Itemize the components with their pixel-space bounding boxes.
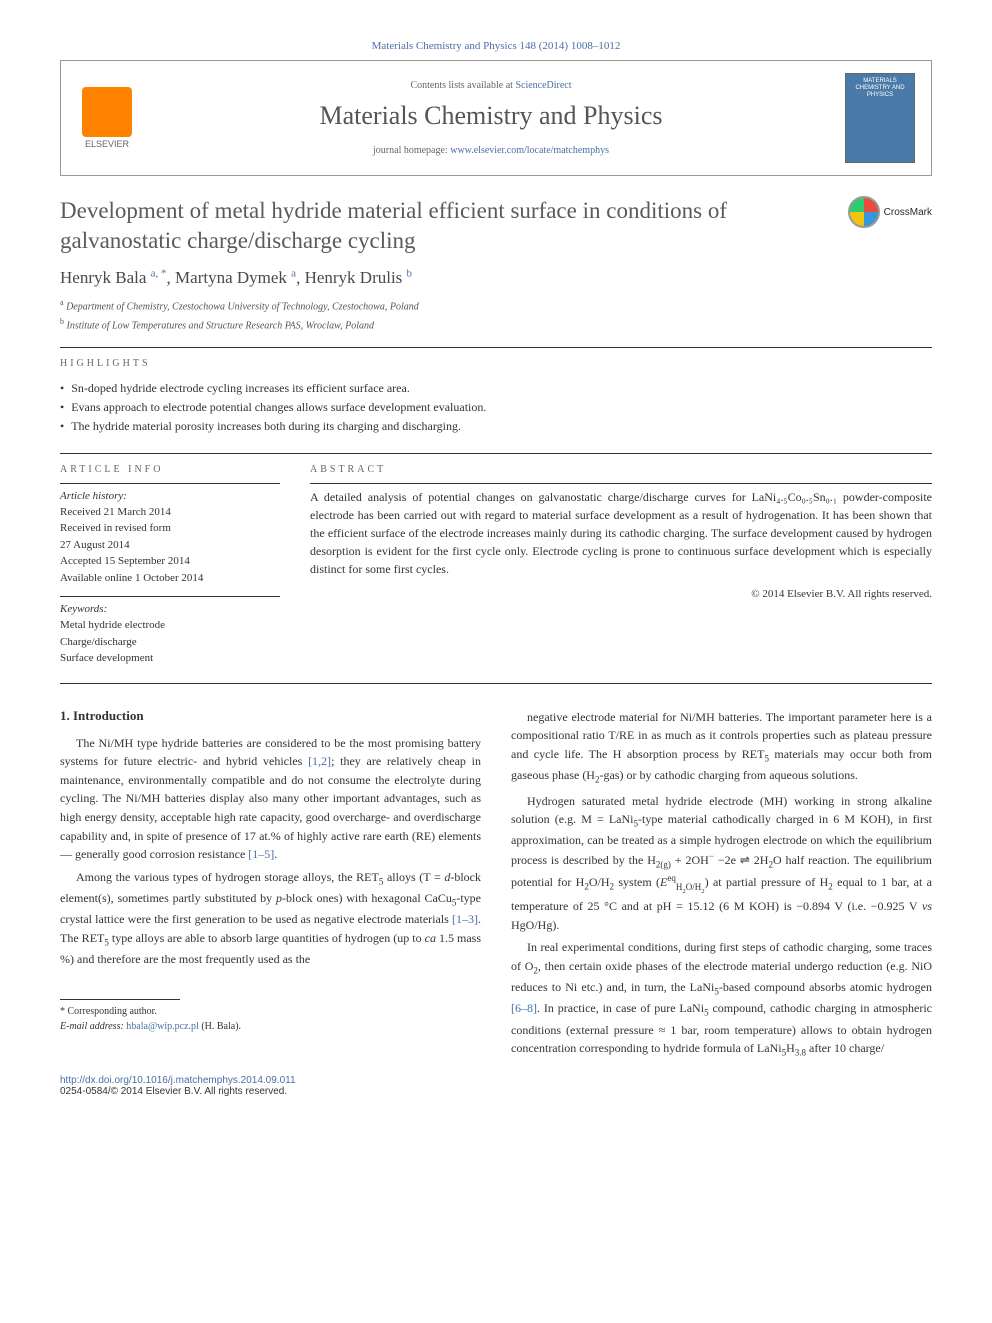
elsevier-logo: ELSEVIER [77, 83, 137, 153]
contents-line: Contents lists available at ScienceDirec… [153, 80, 829, 91]
citation-line: Materials Chemistry and Physics 148 (201… [60, 40, 932, 52]
contents-prefix: Contents lists available at [410, 80, 515, 91]
author-1: Henryk Bala a, * [60, 268, 167, 287]
ref-link[interactable]: [1–3] [452, 912, 478, 926]
author-2: Martyna Dymek a [175, 268, 296, 287]
article-info-label: ARTICLE INFO [60, 464, 280, 475]
affiliation-b: b Institute of Low Temperatures and Stru… [60, 317, 932, 331]
body-para-5: In real experimental conditions, during … [511, 938, 932, 1061]
highlight-item: Sn-doped hydride electrode cycling incre… [60, 379, 932, 398]
article-history: Received 21 March 2014 Received in revis… [60, 504, 280, 587]
body-para-3: negative electrode material for Ni/MH ba… [511, 708, 932, 788]
journal-header: ELSEVIER Contents lists available at Sci… [60, 60, 932, 176]
body-para-4: Hydrogen saturated metal hydride electro… [511, 792, 932, 935]
crossmark-icon [848, 196, 880, 228]
elsevier-tree-icon [82, 87, 132, 137]
ref-link[interactable]: [1–5] [248, 847, 274, 861]
ref-link[interactable]: [1,2] [308, 754, 331, 768]
abstract-label: ABSTRACT [310, 464, 932, 475]
abstract-text: A detailed analysis of potential changes… [310, 488, 932, 578]
body-para-1: The Ni/MH type hydride batteries are con… [60, 734, 481, 864]
body-para-2: Among the various types of hydrogen stor… [60, 868, 481, 969]
header-center: Contents lists available at ScienceDirec… [153, 80, 829, 156]
journal-cover-thumbnail: MATERIALS CHEMISTRY AND PHYSICS [845, 73, 915, 163]
issn-copyright: 0254-0584/© 2014 Elsevier B.V. All right… [60, 1086, 932, 1097]
journal-name: Materials Chemistry and Physics [153, 101, 829, 131]
abstract-column: ABSTRACT A detailed analysis of potentia… [310, 464, 932, 667]
rule [60, 347, 932, 348]
article-history-label: Article history: [60, 490, 280, 502]
corresponding-author-footnote: * Corresponding author. E-mail address: … [60, 1004, 481, 1034]
introduction-heading: 1. Introduction [60, 708, 481, 724]
email-label: E-mail address: [60, 1021, 126, 1032]
rule [60, 596, 280, 597]
cover-text: MATERIALS CHEMISTRY AND PHYSICS [850, 78, 910, 100]
abstract-copyright: © 2014 Elsevier B.V. All rights reserved… [310, 588, 932, 600]
doi-link[interactable]: http://dx.doi.org/10.1016/j.matchemphys.… [60, 1075, 296, 1086]
keywords-list: Metal hydride electrode Charge/discharge… [60, 617, 280, 667]
homepage-prefix: journal homepage: [373, 145, 450, 156]
article-title: Development of metal hydride material ef… [60, 196, 828, 256]
crossmark-badge[interactable]: CrossMark [848, 196, 932, 228]
doi-block: http://dx.doi.org/10.1016/j.matchemphys.… [60, 1075, 932, 1097]
footnote-rule [60, 999, 180, 1000]
rule [60, 683, 932, 684]
body-text: 1. Introduction The Ni/MH type hydride b… [60, 708, 932, 1061]
homepage-url[interactable]: www.elsevier.com/locate/matchemphys [450, 145, 609, 156]
highlights-list: Sn-doped hydride electrode cycling incre… [60, 379, 932, 437]
rule [60, 453, 932, 454]
highlight-item: Evans approach to electrode potential ch… [60, 398, 932, 417]
affiliation-a: a Department of Chemistry, Czestochowa U… [60, 298, 932, 312]
ref-link[interactable]: [6–8] [511, 1001, 537, 1015]
highlight-item: The hydride material porosity increases … [60, 417, 932, 436]
homepage-line: journal homepage: www.elsevier.com/locat… [153, 145, 829, 156]
authors-line: Henryk Bala a, *, Martyna Dymek a, Henry… [60, 268, 932, 289]
rule [60, 483, 280, 484]
sciencedirect-link[interactable]: ScienceDirect [515, 80, 571, 91]
highlights-label: HIGHLIGHTS [60, 358, 932, 369]
article-info-column: ARTICLE INFO Article history: Received 2… [60, 464, 280, 667]
keywords-label: Keywords: [60, 603, 280, 615]
email-link[interactable]: hbala@wip.pcz.pl [126, 1021, 199, 1032]
rule [310, 483, 932, 484]
crossmark-label: CrossMark [884, 207, 932, 218]
elsevier-label: ELSEVIER [85, 139, 129, 149]
author-3: Henryk Drulis b [305, 268, 412, 287]
